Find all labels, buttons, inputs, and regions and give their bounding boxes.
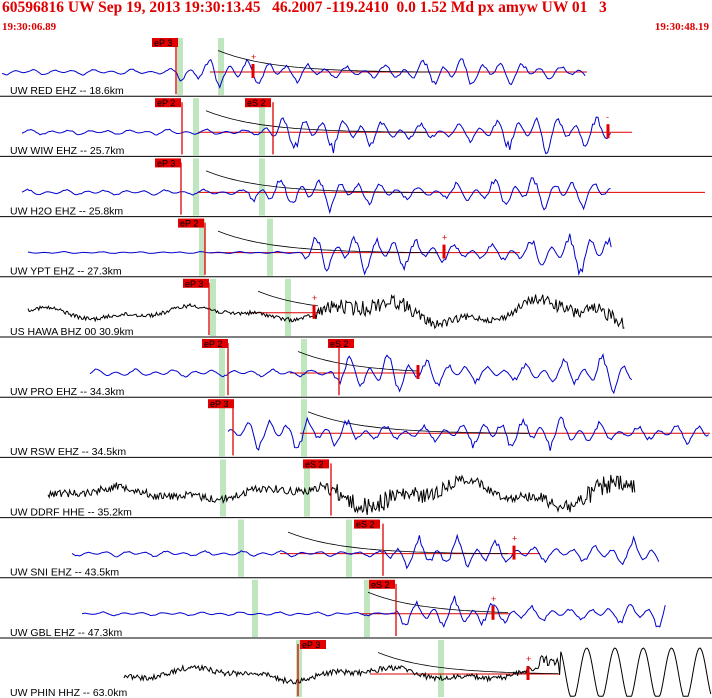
coda-decay-curve (307, 411, 528, 434)
time-window-marker (364, 579, 370, 637)
coda-decay-curve (205, 170, 426, 193)
amplitude-pick-marker[interactable] (442, 244, 446, 259)
coda-decay-curve (257, 290, 319, 307)
station-label: UW GBL EHZ -- 47.3km (10, 627, 122, 639)
pick-label-box[interactable] (183, 278, 209, 288)
time-window-marker (346, 519, 352, 577)
time-window-marker (210, 278, 216, 336)
time-window-marker (193, 158, 199, 216)
amplitude-pick-marker[interactable] (526, 666, 530, 680)
amplitude-pick-sign: + (312, 293, 317, 303)
pick-label: eS 2 (247, 98, 266, 108)
amplitude-pick-marker[interactable] (251, 64, 255, 78)
pick-label: eP 2 (157, 98, 175, 108)
pick-label: eS 2 (371, 580, 390, 590)
pick-label: eS 2 (330, 339, 349, 349)
time-window-marker (259, 98, 265, 156)
pick-label-box[interactable] (155, 98, 181, 108)
seismic-trace[interactable] (89, 352, 633, 395)
station-label: US HAWA BHZ 00 30.9km (10, 326, 134, 338)
pick-label: eP 3 (157, 158, 175, 168)
seismogram-panel[interactable]: eP 3 + UW RED EHZ -- 18.6km eP 2 eS 2 - UW WIW… (0, 36, 712, 698)
time-window-marker (438, 640, 444, 698)
station-label: UW RSW EHZ -- 34.5km (10, 446, 126, 458)
pick-label-box[interactable] (178, 218, 204, 228)
amplitude-pick-marker[interactable] (606, 124, 610, 139)
seismic-trace[interactable] (123, 647, 712, 697)
time-window-marker (301, 339, 307, 397)
station-label: UW RED EHZ -- 18.6km (10, 85, 124, 97)
time-window-marker (220, 459, 226, 517)
pick-label-box[interactable] (208, 399, 234, 409)
amplitude-pick-sign: + (491, 594, 496, 604)
pick-label-box[interactable] (152, 38, 178, 47)
coda-decay-curve (297, 351, 419, 372)
time-window-marker (252, 579, 258, 637)
coda-decay-curve (287, 531, 508, 555)
station-label: UW PRO EHZ -- 34.3km (10, 386, 125, 398)
event-title: 60596816 UW Sep 19, 2013 19:30:13.45 46.… (2, 0, 607, 16)
station-label: UW SNI EHZ -- 43.5km (10, 567, 119, 579)
pick-label: eP 2 (204, 339, 222, 349)
time-window-marker (238, 519, 244, 577)
seismic-trace[interactable] (1, 58, 586, 89)
station-label: UW YPT EHZ -- 27.3km (10, 266, 122, 278)
pick-label: eP 3 (154, 38, 172, 48)
amplitude-pick-marker[interactable] (312, 304, 316, 319)
station-label: UW H2O EHZ -- 25.8km (10, 205, 123, 217)
time-window-marker (219, 399, 225, 457)
station-label: UW WIW EHZ -- 25.7km (10, 145, 125, 157)
amplitude-pick-sign: + (526, 654, 531, 664)
pick-label-box[interactable] (369, 579, 395, 589)
pick-label: eP 3 (185, 279, 203, 289)
time-start-label: 19:30:06.89 (2, 21, 57, 33)
amplitude-pick-sign: - (606, 112, 609, 122)
time-window-marker (285, 278, 291, 336)
amplitude-pick-sign: + (251, 52, 256, 62)
pick-label: eP 2 (180, 219, 198, 229)
time-window-marker (304, 459, 310, 517)
time-end-label: 19:30:48.19 (654, 21, 709, 33)
pick-label: eP 3 (302, 640, 320, 650)
amplitude-pick-marker[interactable] (491, 605, 495, 620)
pick-label-box[interactable] (303, 459, 329, 469)
pick-label: eP 3 (210, 399, 228, 409)
seismic-trace[interactable] (21, 177, 611, 215)
time-window-marker (259, 158, 265, 216)
pick-label-box[interactable] (202, 339, 228, 348)
station-label: UW DDRF HHE -- 35.2km (10, 506, 132, 518)
pick-label-box[interactable] (354, 519, 380, 529)
pick-label-box[interactable] (155, 158, 181, 168)
amplitude-pick-sign: + (442, 233, 447, 243)
station-label: UW PHIN HHZ -- 63.0km (10, 687, 128, 698)
time-window-marker (219, 339, 225, 397)
amplitude-pick-sign: + (512, 534, 517, 544)
seismic-trace[interactable] (21, 116, 611, 155)
time-window-marker (267, 218, 273, 276)
time-window-marker (296, 640, 302, 698)
time-window-marker (193, 98, 199, 156)
pick-label: eS 2 (356, 520, 375, 530)
coda-decay-curve (205, 110, 426, 133)
time-window-marker (177, 38, 183, 96)
seismic-trace[interactable] (81, 595, 666, 629)
pick-label-box[interactable] (300, 640, 326, 649)
pick-label: eS 2 (305, 459, 324, 469)
seismic-trace[interactable] (71, 533, 660, 570)
time-window-marker (218, 38, 224, 96)
event-header: 60596816 UW Sep 19, 2013 19:30:13.45 46.… (0, 0, 712, 36)
seismic-trace[interactable] (27, 233, 612, 276)
seismic-trace[interactable] (27, 293, 625, 330)
amplitude-pick-marker[interactable] (416, 365, 420, 379)
pick-label-box[interactable] (245, 98, 271, 108)
coda-decay-curve (217, 230, 438, 254)
pick-label-box[interactable] (328, 339, 354, 348)
amplitude-pick-marker[interactable] (512, 545, 516, 560)
time-window-marker (301, 399, 307, 457)
seismic-trace[interactable] (227, 416, 709, 451)
time-window-marker (199, 218, 205, 276)
coda-decay-curve (367, 591, 509, 613)
seismic-trace[interactable] (47, 474, 636, 515)
